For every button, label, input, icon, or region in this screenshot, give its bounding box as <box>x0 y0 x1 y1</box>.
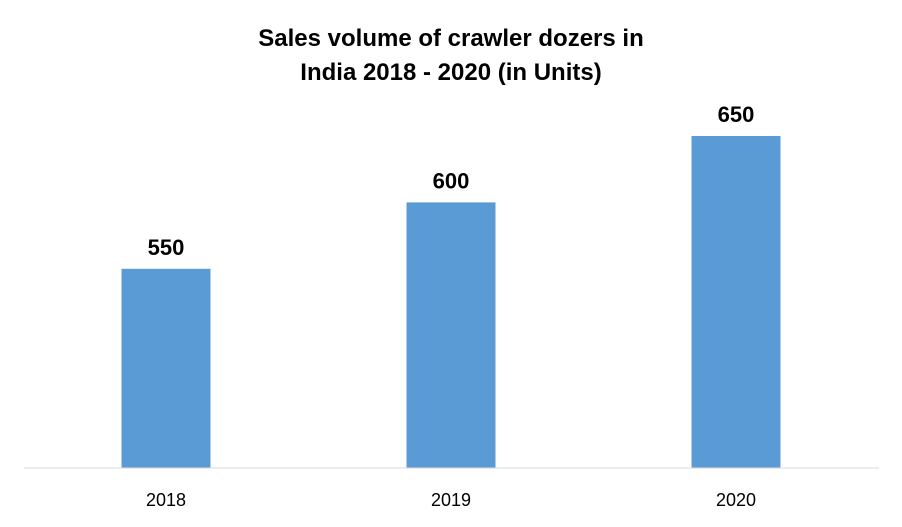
data-label-2018: 550 <box>148 235 185 260</box>
data-label-2020: 650 <box>718 102 755 127</box>
chart-title: Sales volume of crawler dozers in India … <box>258 25 643 86</box>
bar-2020 <box>691 136 781 468</box>
x-tick-label-2019: 2019 <box>431 490 471 510</box>
bar-2019 <box>406 202 496 468</box>
x-tick-label-2020: 2020 <box>716 490 756 510</box>
data-label-2019: 600 <box>433 168 470 193</box>
chart-title-line-1: Sales volume of crawler dozers in <box>258 25 643 52</box>
chart-title-line-2: India 2018 - 2020 (in Units) <box>300 59 601 86</box>
plot-area: 550 600 650 <box>121 102 781 468</box>
x-axis-tick-labels: 2018 2019 2020 <box>146 490 756 510</box>
bar-2018 <box>121 268 211 468</box>
x-tick-label-2018: 2018 <box>146 490 186 510</box>
